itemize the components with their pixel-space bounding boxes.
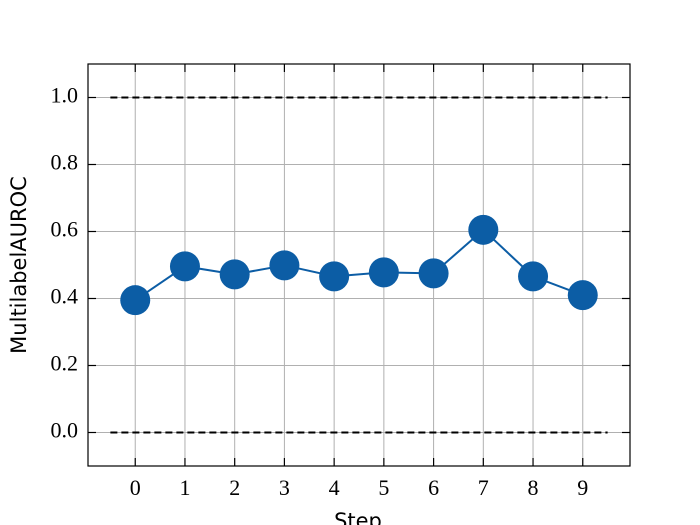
series-line: [134, 228, 584, 302]
x-axis-label: Step: [334, 509, 382, 525]
point: [518, 261, 549, 292]
x-tick-label: 2: [229, 475, 240, 500]
x-tick-label: 4: [329, 475, 340, 500]
y-tick-label: 0.2: [51, 351, 79, 376]
point: [169, 251, 200, 282]
y-tick-label: 1.0: [51, 83, 79, 108]
x-tick-label: 7: [478, 475, 489, 500]
x-tick-label: 6: [428, 475, 439, 500]
point: [567, 280, 598, 311]
y-axis-label: MultilabelAUROC: [7, 176, 31, 354]
point: [219, 259, 250, 290]
point: [269, 250, 300, 281]
x-tick-label: 3: [279, 475, 290, 500]
y-tick-label: 0.4: [51, 284, 79, 309]
point: [120, 285, 151, 316]
y-tick-label: 0.8: [51, 150, 79, 175]
y-tick-label: 0.0: [51, 418, 79, 443]
x-tick-label: 5: [378, 475, 389, 500]
x-tick-label: 1: [179, 475, 190, 500]
point: [418, 258, 449, 289]
x-tick-label: 9: [577, 475, 588, 500]
point: [319, 261, 350, 292]
x-tick-label: 0: [130, 475, 141, 500]
point: [368, 257, 399, 288]
point: [468, 214, 499, 245]
y-tick-label: 0.6: [51, 217, 79, 242]
plot-frame: [87, 63, 631, 467]
x-tick-label: 8: [528, 475, 539, 500]
